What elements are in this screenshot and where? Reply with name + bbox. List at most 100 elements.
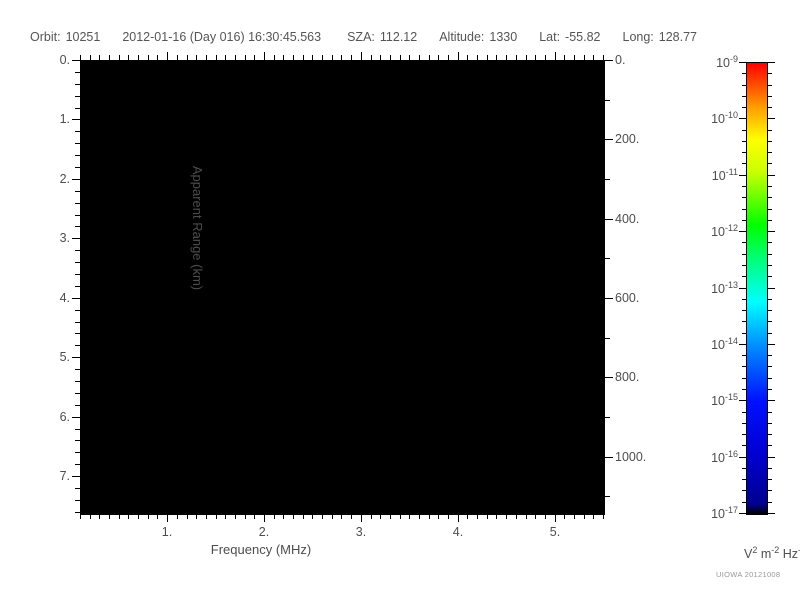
colorbar-tick-label: 10-12	[711, 222, 738, 240]
colorbar-right-minor-tick	[768, 502, 772, 503]
colorbar-right-minor-tick	[768, 197, 772, 198]
colorbar-tick-label: 10-11	[711, 166, 738, 184]
header-field: Orbit: 10251	[30, 30, 100, 44]
colorbar-left-major-tick	[739, 400, 746, 401]
y2-major-tick	[605, 139, 613, 140]
colorbar-right-minor-tick	[768, 490, 772, 491]
y2-major-tick	[605, 377, 613, 378]
colorbar-right-minor-tick	[768, 310, 772, 311]
colorbar-right-major-tick	[768, 175, 775, 176]
y2-axis-label: Apparent Range (km)	[189, 165, 205, 291]
colorbar-right-major-tick	[768, 513, 775, 514]
header-field-value: 10251	[65, 30, 101, 44]
x-tick-label: 4.	[452, 525, 464, 539]
colorbar-right-minor-tick	[768, 355, 772, 356]
y2-minor-tick	[605, 100, 610, 101]
y2-tick-label: 200.	[615, 132, 640, 146]
y2-minor-tick	[605, 496, 610, 497]
colorbar-right-minor-tick	[768, 378, 772, 379]
y2-minor-tick	[605, 417, 610, 418]
colorbar-right-minor-tick	[768, 333, 772, 334]
header-field-value: 112.12	[379, 30, 418, 44]
header-field-value: 2012-01-16 (Day 016) 16:30:45.563	[122, 30, 322, 44]
y-tick-label: 1.	[59, 112, 70, 126]
y-major-tick	[72, 298, 80, 299]
colorbar-right-major-tick	[768, 288, 775, 289]
colorbar-units-label: V2 m-2 Hz-1	[744, 545, 800, 562]
y2-major-tick	[605, 60, 613, 61]
y-major-tick	[72, 238, 80, 239]
colorbar-right-major-tick	[768, 344, 775, 345]
colorbar-tick-label: 10-17	[711, 504, 738, 522]
header-field-value: 1330	[489, 30, 518, 44]
header-field: 2012-01-16 (Day 016) 16:30:45.563	[122, 30, 321, 44]
x-top-major-tick	[361, 52, 362, 60]
x-tick-label: 2.	[258, 525, 270, 539]
x-top-major-tick	[458, 52, 459, 60]
colorbar-right-minor-tick	[768, 242, 772, 243]
y2-major-tick	[605, 298, 613, 299]
colorbar-right-minor-tick	[768, 209, 772, 210]
colorbar-right-minor-tick	[768, 366, 772, 367]
colorbar-right-minor-tick	[768, 299, 772, 300]
credit-label: UIOWA 20121008	[716, 570, 781, 579]
header-field-key: Lat:	[539, 30, 561, 44]
colorbar-right-minor-tick	[768, 434, 772, 435]
y-tick-label: 6.	[59, 410, 70, 424]
x-major-tick	[361, 514, 362, 522]
colorbar-right-minor-tick	[768, 412, 772, 413]
y-major-tick	[72, 417, 80, 418]
colorbar-right-major-tick	[768, 400, 775, 401]
header-field: Altitude: 1330	[439, 30, 517, 44]
colorbar	[746, 62, 768, 515]
colorbar-left-major-tick	[739, 457, 746, 458]
y-tick-label: 5.	[59, 350, 70, 364]
x-top-major-tick	[167, 52, 168, 60]
x-axis-label: Frequency (MHz)	[210, 542, 312, 557]
colorbar-left-major-tick	[739, 175, 746, 176]
colorbar-gradient	[747, 63, 767, 514]
colorbar-left-major-tick	[739, 231, 746, 232]
colorbar-tick-label: 10-10	[711, 109, 738, 127]
header-field-key: SZA:	[347, 30, 375, 44]
colorbar-right-minor-tick	[768, 389, 772, 390]
colorbar-tick-label: 10-9	[716, 53, 738, 71]
colorbar-tick-label: 10-13	[711, 279, 738, 297]
colorbar-right-minor-tick	[768, 479, 772, 480]
y2-tick-label: 800.	[615, 370, 640, 384]
y2-minor-tick	[605, 258, 610, 259]
header-field-key: Orbit:	[30, 30, 61, 44]
colorbar-tick-label: 10-16	[711, 448, 738, 466]
colorbar-right-minor-tick	[768, 265, 772, 266]
y2-major-tick	[605, 219, 613, 220]
colorbar-right-minor-tick	[768, 186, 772, 187]
y-tick-label: 2.	[59, 172, 70, 186]
colorbar-right-minor-tick	[768, 468, 772, 469]
colorbar-right-minor-tick	[768, 73, 772, 74]
colorbar-right-minor-tick	[768, 445, 772, 446]
header-info-bar: Orbit: 10251 2012-01-16 (Day 016) 16:30:45…	[0, 30, 800, 48]
spectrogram-canvas	[81, 61, 604, 514]
x-tick-label: 1.	[161, 525, 173, 539]
y-major-tick	[72, 476, 80, 477]
y2-major-tick	[605, 457, 613, 458]
colorbar-tick-label: 10-14	[711, 335, 738, 353]
colorbar-left-major-tick	[739, 62, 746, 63]
colorbar-right-minor-tick	[768, 130, 772, 131]
y-tick-label: 4.	[59, 291, 70, 305]
colorbar-right-minor-tick	[768, 254, 772, 255]
header-field: Lat: -55.82	[539, 30, 600, 44]
colorbar-right-minor-tick	[768, 152, 772, 153]
x-major-tick	[458, 514, 459, 522]
colorbar-right-minor-tick	[768, 163, 772, 164]
header-field: Long: 128.77	[623, 30, 698, 44]
y-tick-label: 7.	[59, 469, 70, 483]
colorbar-right-minor-tick	[768, 321, 772, 322]
y-major-tick	[72, 357, 80, 358]
colorbar-left-major-tick	[739, 513, 746, 514]
header-field-key: Altitude:	[439, 30, 485, 44]
colorbar-right-minor-tick	[768, 96, 772, 97]
x-top-major-tick	[555, 52, 556, 60]
colorbar-right-major-tick	[768, 231, 775, 232]
y-tick-label: 0.	[59, 53, 70, 67]
